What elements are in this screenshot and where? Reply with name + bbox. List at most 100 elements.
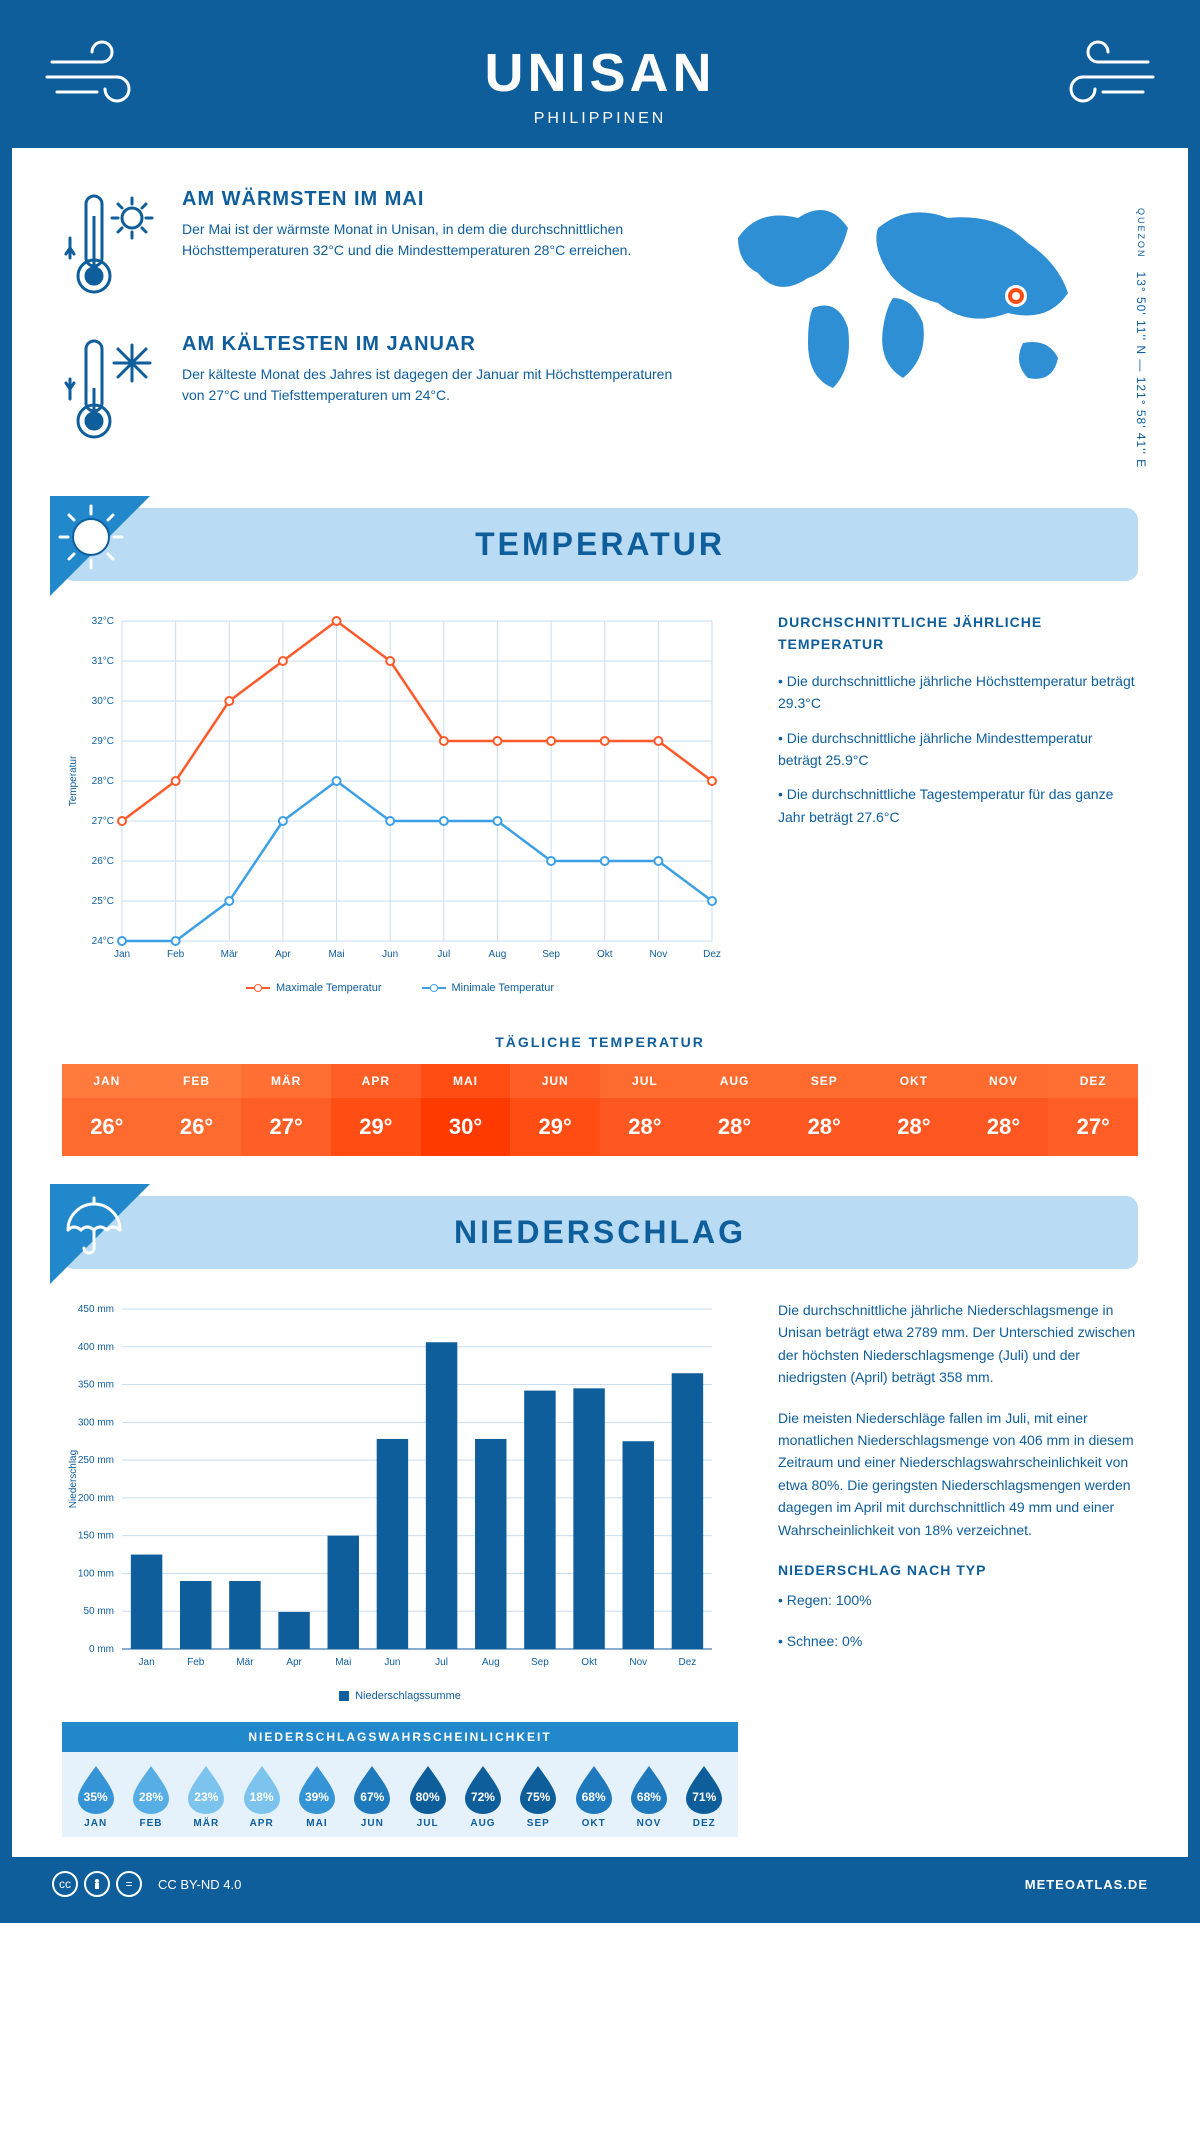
- svg-text:Aug: Aug: [489, 949, 507, 960]
- svg-text:50 mm: 50 mm: [83, 1606, 114, 1617]
- top-section: AM WÄRMSTEN IM MAI Der Mai ist der wärms…: [12, 148, 1188, 508]
- section-banner-precip: NIEDERSCHLAG: [62, 1196, 1138, 1269]
- daily-col: APR 29°: [331, 1064, 421, 1156]
- svg-text:Nov: Nov: [649, 949, 667, 960]
- daily-col: JUL 28°: [600, 1064, 690, 1156]
- prob-drop: 71% DEZ: [677, 1764, 732, 1829]
- precip-body: 0 mm50 mm100 mm150 mm200 mm250 mm300 mm3…: [12, 1269, 1188, 1857]
- svg-text:30°C: 30°C: [92, 696, 114, 707]
- fact-cold-text: Der kälteste Monat des Jahres ist dagege…: [182, 364, 688, 406]
- temperature-body: 24°C 25°C 26°C 27°C 28°C 29°C 30°C 31°C 32°C Jan F…: [12, 581, 1188, 1014]
- prob-drop: 39% MAI: [289, 1764, 344, 1829]
- footer: cc = CC BY-ND 4.0 METEOATLAS.DE: [12, 1857, 1188, 1911]
- svg-text:250 mm: 250 mm: [78, 1455, 114, 1466]
- svg-text:Sep: Sep: [542, 949, 560, 960]
- daily-col: DEZ 27°: [1048, 1064, 1138, 1156]
- infographic-frame: UNISAN PHILIPPINEN AM WÄRMSTEN IM MAI De…: [0, 0, 1200, 1923]
- wind-icon-left: [42, 32, 162, 117]
- coordinates: QUEZON 13° 50' 11'' N — 121° 58' 41'' E: [1134, 208, 1148, 468]
- svg-text:25°C: 25°C: [92, 896, 114, 907]
- svg-text:Jan: Jan: [139, 1657, 155, 1668]
- daily-col: NOV 28°: [959, 1064, 1049, 1156]
- daily-col: SEP 28°: [779, 1064, 869, 1156]
- world-map-icon: [718, 188, 1098, 408]
- thermometer-cold-icon: [62, 333, 162, 448]
- daily-col: MAI 30°: [421, 1064, 511, 1156]
- svg-text:Apr: Apr: [286, 1657, 302, 1668]
- prob-drop: 68% OKT: [566, 1764, 621, 1829]
- svg-text:Jul: Jul: [437, 949, 450, 960]
- svg-text:Feb: Feb: [187, 1657, 205, 1668]
- prob-drop: 72% AUG: [455, 1764, 510, 1829]
- svg-text:100 mm: 100 mm: [78, 1568, 114, 1579]
- daily-col: OKT 28°: [869, 1064, 959, 1156]
- temperature-heading: TEMPERATUR: [62, 526, 1138, 563]
- map-column: QUEZON 13° 50' 11'' N — 121° 58' 41'' E: [718, 188, 1138, 478]
- prob-drop: 80% JUL: [400, 1764, 455, 1829]
- svg-text:300 mm: 300 mm: [78, 1417, 114, 1428]
- svg-text:450 mm: 450 mm: [78, 1304, 114, 1315]
- svg-text:Mär: Mär: [236, 1657, 254, 1668]
- svg-text:Dez: Dez: [703, 949, 721, 960]
- svg-text:31°C: 31°C: [92, 656, 114, 667]
- svg-text:28°C: 28°C: [92, 776, 114, 787]
- svg-text:Okt: Okt: [581, 1657, 597, 1668]
- wind-icon-right: [1038, 32, 1158, 117]
- prob-title: NIEDERSCHLAGSWAHRSCHEINLICHKEIT: [62, 1722, 738, 1752]
- svg-text:Jul: Jul: [435, 1657, 448, 1668]
- temperature-legend: .legend-line[style*="ff5a2b"]::after{bor…: [62, 982, 738, 994]
- svg-text:400 mm: 400 mm: [78, 1342, 114, 1353]
- svg-text:29°C: 29°C: [92, 736, 114, 747]
- prob-drop: 28% FEB: [123, 1764, 178, 1829]
- daily-col: JAN 26°: [62, 1064, 152, 1156]
- precip-info: Die durchschnittliche jährliche Niedersc…: [778, 1299, 1138, 1837]
- svg-text:32°C: 32°C: [92, 616, 114, 627]
- svg-text:26°C: 26°C: [92, 856, 114, 867]
- prob-drop: 68% NOV: [621, 1764, 676, 1829]
- section-banner-temperature: TEMPERATUR: [62, 508, 1138, 581]
- cc-license: cc = CC BY-ND 4.0: [52, 1871, 241, 1897]
- svg-text:Mai: Mai: [335, 1657, 351, 1668]
- svg-text:Jun: Jun: [384, 1657, 400, 1668]
- svg-text:Temperatur: Temperatur: [68, 755, 79, 806]
- facts-column: AM WÄRMSTEN IM MAI Der Mai ist der wärms…: [62, 188, 688, 478]
- prob-drop: 35% JAN: [68, 1764, 123, 1829]
- prob-drop: 75% SEP: [511, 1764, 566, 1829]
- nd-icon: =: [116, 1871, 142, 1897]
- svg-text:27°C: 27°C: [92, 816, 114, 827]
- umbrella-icon: [56, 1190, 126, 1260]
- svg-text:Niederschlag: Niederschlag: [68, 1450, 79, 1508]
- prob-drop: 23% MÄR: [179, 1764, 234, 1829]
- daily-col: JUN 29°: [510, 1064, 600, 1156]
- svg-text:Dez: Dez: [679, 1657, 697, 1668]
- cc-icon: cc: [52, 1871, 78, 1897]
- prob-drop: 18% APR: [234, 1764, 289, 1829]
- svg-text:24°C: 24°C: [92, 936, 114, 947]
- svg-text:150 mm: 150 mm: [78, 1531, 114, 1542]
- svg-text:Mär: Mär: [221, 949, 239, 960]
- temperature-info: DURCHSCHNITTLICHE JÄHRLICHE TEMPERATUR •…: [778, 611, 1138, 994]
- temp-info-title: DURCHSCHNITTLICHE JÄHRLICHE TEMPERATUR: [778, 611, 1138, 656]
- svg-text:Okt: Okt: [597, 949, 613, 960]
- precip-probability-box: NIEDERSCHLAGSWAHRSCHEINLICHKEIT 35% JAN …: [62, 1722, 738, 1837]
- svg-text:0 mm: 0 mm: [89, 1644, 114, 1655]
- svg-text:Mai: Mai: [328, 949, 344, 960]
- fact-warmest: AM WÄRMSTEN IM MAI Der Mai ist der wärms…: [62, 188, 688, 303]
- header: UNISAN PHILIPPINEN: [12, 12, 1188, 148]
- precip-heading: NIEDERSCHLAG: [62, 1214, 1138, 1251]
- svg-text:Feb: Feb: [167, 949, 185, 960]
- svg-text:Aug: Aug: [482, 1657, 500, 1668]
- country-subtitle: PHILIPPINEN: [32, 110, 1168, 128]
- daily-temp-table: JAN 26° FEB 26° MÄR 27° APR 29° MAI 30° …: [62, 1064, 1138, 1156]
- daily-col: AUG 28°: [690, 1064, 780, 1156]
- svg-text:Jan: Jan: [114, 949, 130, 960]
- svg-text:350 mm: 350 mm: [78, 1380, 114, 1391]
- precip-type-title: NIEDERSCHLAG NACH TYP: [778, 1559, 1138, 1581]
- daily-temp-title: TÄGLICHE TEMPERATUR: [12, 1034, 1188, 1050]
- thermometer-hot-icon: [62, 188, 162, 303]
- city-title: UNISAN: [32, 42, 1168, 104]
- precip-legend: Niederschlagssumme: [62, 1690, 738, 1702]
- fact-warm-title: AM WÄRMSTEN IM MAI: [182, 188, 688, 211]
- fact-cold-title: AM KÄLTESTEN IM JANUAR: [182, 333, 688, 356]
- temperature-chart: 24°C 25°C 26°C 27°C 28°C 29°C 30°C 31°C 32°C Jan F…: [62, 611, 738, 994]
